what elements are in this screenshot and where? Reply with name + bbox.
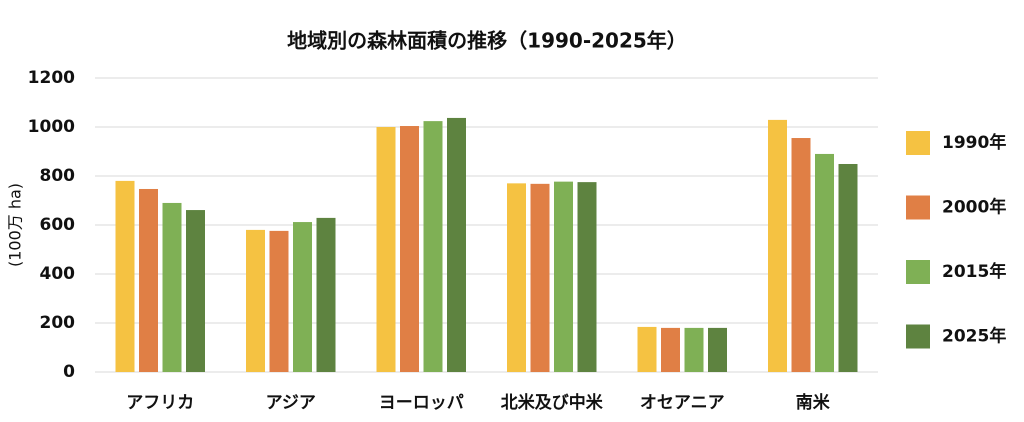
x-tick-label: アフリカ — [126, 393, 194, 413]
x-tick-label: ヨーロッパ — [379, 393, 464, 413]
bar — [815, 153, 834, 372]
y-tick-label: 800 — [40, 166, 76, 186]
bar — [637, 326, 657, 372]
bar — [577, 182, 597, 372]
bar — [269, 230, 289, 372]
bar — [293, 222, 312, 372]
legend-swatch — [906, 131, 930, 155]
x-tick-label: オセアニア — [640, 393, 725, 413]
chart-title: 地域別の森林面積の推移（1990-2025年） — [287, 29, 687, 53]
x-tick-label: 北米及び中米 — [501, 392, 604, 413]
y-tick-label: 0 — [63, 362, 75, 382]
bar — [186, 210, 205, 372]
x-tick-label: アジア — [266, 393, 316, 413]
bar — [838, 163, 858, 372]
bar — [791, 138, 811, 372]
bar — [316, 217, 336, 372]
legend-swatch — [906, 324, 930, 349]
bar — [139, 188, 158, 372]
legend-label: 2000年 — [942, 197, 1006, 218]
bar — [554, 181, 573, 372]
legend-label: 2025年 — [942, 326, 1006, 347]
bar — [708, 327, 727, 372]
y-tick-label: 200 — [40, 313, 76, 333]
bar — [162, 202, 182, 372]
bar — [684, 327, 704, 372]
bar — [246, 229, 265, 372]
bar — [530, 183, 550, 372]
bar — [447, 117, 466, 372]
legend-swatch — [906, 260, 930, 284]
legend-label: 1990年 — [942, 132, 1006, 153]
y-tick-label: 1200 — [28, 68, 75, 88]
bar — [400, 126, 419, 373]
bar — [376, 127, 396, 372]
y-tick-label: 600 — [40, 215, 76, 235]
bar — [661, 327, 680, 372]
y-tick-label: 400 — [40, 264, 76, 284]
y-tick-label: 1000 — [28, 117, 75, 137]
x-tick-label: 南米 — [796, 392, 831, 413]
bar — [423, 121, 443, 373]
bar — [768, 119, 787, 373]
bar — [115, 180, 135, 372]
legend-swatch — [906, 195, 930, 220]
bar — [507, 183, 526, 372]
y-axis-label: (100万 ha) — [6, 183, 25, 267]
legend-label: 2015年 — [942, 261, 1006, 282]
